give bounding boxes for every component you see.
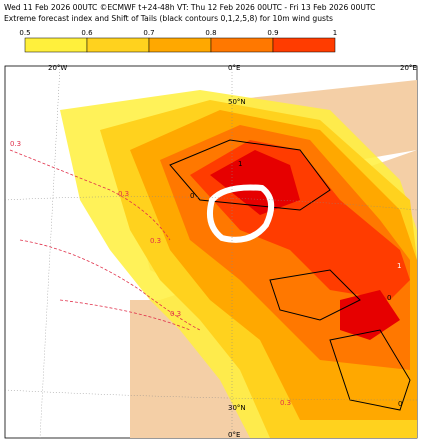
contour-label: 0	[387, 294, 391, 302]
colorbar-swatch	[148, 37, 212, 53]
colorbar-label: 0.7	[143, 29, 154, 37]
contour-label: 1	[397, 262, 401, 270]
colorbar-swatch	[272, 37, 336, 53]
colorbar-swatch	[24, 37, 88, 53]
contour-label: 0.3	[280, 399, 291, 407]
colorbar-swatch	[210, 37, 274, 53]
grid-label: 30°N	[228, 404, 246, 412]
grid-label: 20°W	[48, 64, 67, 72]
map	[4, 65, 418, 439]
contour-label: 1	[238, 160, 242, 168]
grid-label: 0°E	[228, 431, 240, 439]
colorbar-label: 0.8	[205, 29, 216, 37]
colorbar-label: 1	[333, 29, 337, 37]
colorbar: 0.5 0.6 0.7 0.8 0.9 1	[19, 29, 337, 53]
grid-label: 50°N	[228, 98, 246, 106]
contour-label: 0.3	[150, 237, 161, 245]
contour-label: 0.3	[10, 140, 21, 148]
header-line: Wed 11 Feb 2026 00UTC ©ECMWF t+24-48h VT…	[4, 3, 375, 12]
colorbar-label: 0.6	[81, 29, 93, 37]
colorbar-swatch	[86, 37, 150, 53]
colorbar-label: 0.5	[19, 29, 30, 37]
grid-label: 0°E	[228, 64, 240, 72]
colorbar-label: 0.9	[267, 29, 278, 37]
header-line: Extreme forecast index and Shift of Tail…	[4, 14, 333, 23]
contour-label: 0.3	[170, 310, 181, 318]
contour-label: 0	[190, 192, 194, 200]
grid-label: 20°E	[400, 64, 417, 72]
contour-label: 0.3	[118, 190, 129, 198]
contour-label: 0	[398, 400, 402, 408]
